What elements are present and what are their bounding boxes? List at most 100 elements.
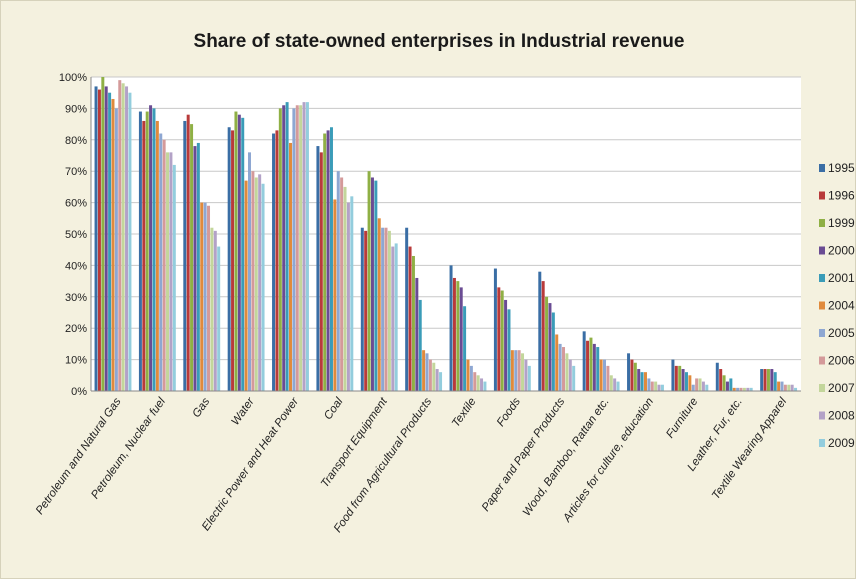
- bar: [258, 174, 262, 391]
- bar: [210, 227, 214, 391]
- bar: [248, 152, 251, 391]
- bar: [507, 309, 511, 391]
- bar: [282, 105, 286, 391]
- bar: [292, 108, 296, 392]
- bar: [616, 381, 620, 391]
- x-tick-label: Furniture: [664, 396, 700, 441]
- bar: [558, 343, 562, 391]
- y-tick-label: 0%: [71, 386, 87, 398]
- bar: [613, 378, 617, 391]
- bar: [169, 152, 173, 391]
- bar: [190, 124, 194, 391]
- x-tick-label: Articles for culture, education: [561, 396, 656, 525]
- x-tick-label: Textile Wearing Apparel: [710, 395, 790, 501]
- y-tick-label: 100%: [59, 72, 87, 84]
- bar: [493, 268, 497, 391]
- y-tick-label: 60%: [65, 198, 87, 210]
- bar: [681, 369, 685, 391]
- y-tick-label: 70%: [65, 166, 87, 178]
- bar: [746, 387, 750, 391]
- bar: [760, 369, 764, 391]
- bar: [548, 303, 552, 391]
- legend-swatch: [819, 191, 825, 200]
- x-tick-label: Water: [229, 395, 257, 428]
- bar: [415, 277, 419, 391]
- bar: [213, 230, 217, 391]
- bar: [500, 290, 504, 391]
- bar: [473, 372, 477, 391]
- bar: [172, 164, 176, 391]
- bar: [452, 277, 456, 391]
- bar: [302, 102, 306, 392]
- bar: [241, 117, 245, 391]
- bar: [125, 86, 129, 392]
- bar: [350, 196, 354, 391]
- bar: [565, 353, 569, 391]
- bar: [586, 340, 590, 391]
- bar: [627, 353, 631, 391]
- legend-swatch: [819, 329, 825, 337]
- bar: [370, 177, 374, 391]
- bar: [138, 111, 142, 391]
- legend-swatch: [819, 411, 825, 420]
- legend-label: 2004: [828, 299, 855, 313]
- bar: [545, 296, 549, 391]
- bar: [367, 171, 371, 391]
- bar: [572, 365, 576, 391]
- bar: [497, 287, 501, 391]
- bar: [777, 381, 781, 391]
- bar: [251, 171, 255, 391]
- bar: [411, 255, 415, 391]
- legend-label: 2009: [828, 436, 855, 450]
- bar: [705, 384, 709, 391]
- bar: [285, 102, 289, 392]
- bar: [766, 369, 770, 391]
- bar: [336, 171, 340, 391]
- bar: [568, 359, 572, 391]
- bar: [237, 114, 241, 392]
- bar: [459, 287, 463, 391]
- x-tick-label: Food from Agricultural Products: [332, 396, 434, 535]
- bar: [152, 108, 156, 392]
- bar: [514, 350, 518, 391]
- bar: [647, 378, 651, 391]
- x-tick-label: Wood, Bamboo, Rattan etc.: [521, 396, 612, 519]
- bar: [480, 378, 484, 391]
- bar: [691, 384, 695, 391]
- bar: [432, 362, 436, 391]
- legend-label: 2006: [828, 354, 855, 368]
- bar: [763, 369, 767, 391]
- bar: [742, 387, 746, 391]
- y-tick-label: 90%: [65, 103, 87, 115]
- x-tick-label: Coal: [322, 395, 346, 422]
- bar: [159, 133, 163, 391]
- bar: [275, 130, 279, 391]
- bar: [551, 312, 555, 391]
- bar: [794, 387, 798, 391]
- bar: [391, 246, 395, 391]
- bar: [394, 243, 398, 391]
- bar: [108, 92, 112, 391]
- bar: [732, 387, 736, 391]
- bar: [449, 265, 453, 391]
- bar: [142, 120, 146, 392]
- bar: [739, 387, 743, 391]
- bar: [329, 127, 333, 392]
- bar: [466, 359, 470, 391]
- bar: [374, 180, 378, 391]
- bar: [101, 77, 105, 391]
- bar: [517, 350, 521, 391]
- legend-label: 1995: [828, 161, 855, 175]
- bar: [340, 177, 344, 391]
- x-tick-label: Petroleum and Natural Gas: [34, 396, 124, 517]
- bar: [377, 218, 381, 391]
- bar: [592, 343, 596, 391]
- bar: [387, 230, 391, 391]
- y-axis: 0% 10% 20% 30% 40% 50% 60% 70% 80% 90% 100%: [59, 72, 801, 398]
- bar: [94, 86, 98, 392]
- legend-label: 2007: [828, 381, 855, 395]
- legend-swatch: [819, 356, 825, 365]
- bar: [643, 372, 647, 391]
- bar: [456, 281, 460, 391]
- bar: [660, 384, 664, 391]
